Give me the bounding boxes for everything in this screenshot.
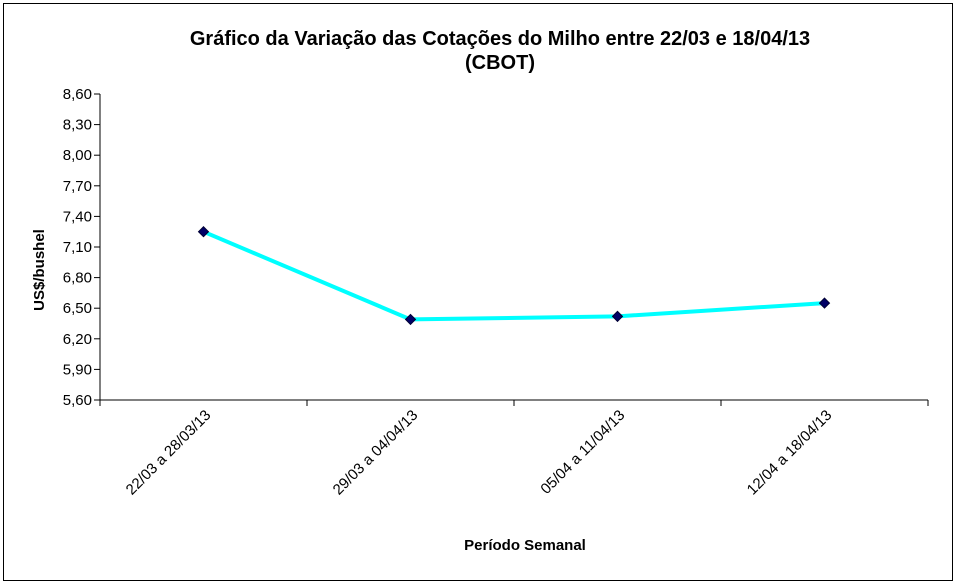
x-tick-label: 22/03 a 28/03/13 [123, 407, 215, 499]
chart-title-main: Gráfico da Variação das Cotações do Milh… [189, 28, 811, 50]
y-tick-label: 5,90 [63, 361, 92, 378]
x-axis-title: Período Semanal [464, 537, 586, 554]
x-tick-label: 05/04 a 11/04/13 [537, 407, 628, 498]
y-tick-label: 7,70 [63, 178, 92, 195]
x-tick-label: 12/04 a 18/04/13 [744, 407, 836, 499]
chart-frame [3, 3, 953, 581]
x-tick-label: 29/03 a 04/04/13 [330, 407, 422, 499]
chart-title: Gráfico da Variação das Cotações do Milh… [0, 27, 958, 75]
data-point-marker [818, 297, 831, 309]
x-axis: 22/03 a 28/03/13 29/03 a 04/04/13 05/04 a … [99, 399, 929, 499]
y-tick-label: 7,10 [63, 239, 92, 256]
y-tick-label: 5,60 [63, 392, 92, 409]
y-tick-label: 8,00 [63, 147, 92, 164]
y-tick-label: 8,60 [63, 86, 92, 103]
y-tick-label: 6,50 [63, 300, 92, 317]
y-tick-label: 8,30 [63, 117, 92, 134]
chart-subtitle: (CBOT) [465, 52, 535, 74]
data-point-marker [611, 310, 624, 323]
data-point-marker [404, 313, 417, 326]
y-tick-label: 6,80 [63, 270, 92, 287]
y-axis: 5,60 5,90 6,20 6,50 6,80 7,10 7,40 7,70 8,00 8,30… [63, 86, 101, 409]
y-axis-title: US$/bushel [31, 229, 48, 311]
y-tick-label: 6,20 [63, 331, 92, 348]
y-tick-label: 7,40 [63, 208, 92, 225]
data-point-marker [197, 225, 210, 238]
series-line [202, 229, 825, 322]
series-layer [197, 225, 831, 326]
